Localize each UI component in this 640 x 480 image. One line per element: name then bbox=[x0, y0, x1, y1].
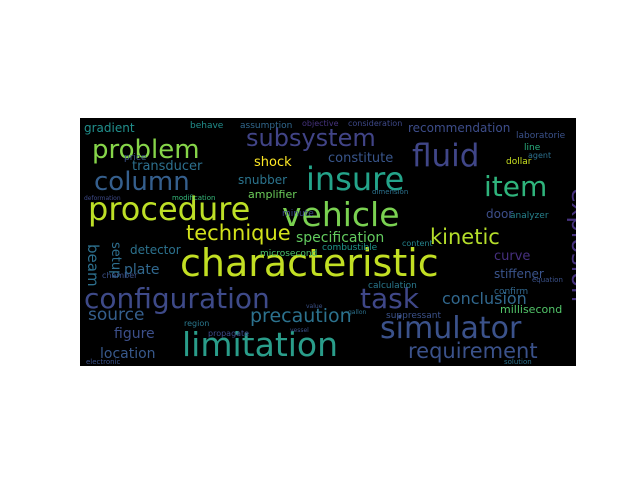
word-gallon: gallon bbox=[348, 309, 366, 316]
word-electronic: electronic bbox=[86, 358, 121, 366]
word-limitation: limitation bbox=[182, 325, 338, 364]
word-subsystem: subsystem bbox=[246, 124, 376, 152]
word-column: column bbox=[94, 167, 190, 197]
word-propagate: propagate bbox=[208, 329, 249, 338]
word-chamber: chamber bbox=[102, 271, 138, 280]
word-figure: figure bbox=[114, 326, 155, 342]
word-assumption: assumption bbox=[240, 121, 292, 131]
word-item: item bbox=[484, 170, 547, 203]
word-line: line bbox=[524, 143, 541, 153]
word-price: price bbox=[124, 153, 147, 163]
word-cloud-words: characteristicconfigurationlimitationpro… bbox=[84, 119, 576, 366]
word-constitute: constitute bbox=[328, 151, 393, 166]
word-snubber: snubber bbox=[238, 173, 287, 187]
word-curve: curve bbox=[494, 249, 530, 264]
word-laboratorie: laboratorie bbox=[516, 131, 566, 141]
word-configuration: configuration bbox=[84, 282, 270, 315]
word-equation: equation bbox=[532, 276, 563, 284]
word-dollar: dollar bbox=[506, 157, 532, 167]
word-detector: detector bbox=[130, 243, 181, 257]
word-precaution: precaution bbox=[250, 305, 352, 327]
word-specification: specification bbox=[296, 230, 384, 246]
word-technique: technique bbox=[186, 221, 291, 245]
word-modification: modification bbox=[172, 194, 215, 202]
word-requirement: requirement bbox=[408, 339, 538, 363]
word-conclusion: conclusion bbox=[442, 289, 527, 308]
word-vehicle: vehicle bbox=[282, 195, 400, 234]
word-gradient: gradient bbox=[84, 121, 135, 135]
word-door: door bbox=[486, 207, 513, 221]
word-cloud-background bbox=[80, 118, 576, 366]
word-millisecond: millisecond bbox=[500, 303, 562, 316]
word-setup: setup bbox=[108, 242, 123, 278]
word-location: location bbox=[100, 346, 156, 362]
word-value: value bbox=[306, 303, 323, 310]
word-fluid: fluid bbox=[412, 138, 479, 174]
word-dimension: dimension bbox=[372, 188, 408, 196]
word-confirm: confirm bbox=[494, 287, 528, 297]
word-stiffener: stiffener bbox=[494, 267, 544, 281]
word-objective: objective bbox=[302, 119, 339, 128]
word-minute: minute bbox=[282, 209, 314, 219]
word-solution: solution bbox=[504, 358, 532, 366]
word-amplifier: amplifier bbox=[248, 188, 297, 201]
word-suppressant: suppressant bbox=[386, 311, 441, 321]
word-simulator: simulator bbox=[380, 311, 522, 346]
word-transducer: transducer bbox=[132, 159, 203, 174]
word-calculation: calculation bbox=[368, 281, 417, 291]
word-characteristic: characteristic bbox=[180, 241, 439, 285]
word-deformation: deformation bbox=[84, 195, 121, 202]
word-content: content bbox=[402, 239, 433, 248]
word-recommendation: recommendation bbox=[408, 121, 510, 135]
word-kinetic: kinetic bbox=[430, 225, 500, 249]
word-region: region bbox=[184, 319, 209, 328]
word-source: source bbox=[88, 305, 144, 325]
word-analyzer: analyzer bbox=[510, 211, 549, 221]
word-beam: beam bbox=[84, 244, 102, 287]
word-shock: shock bbox=[254, 155, 292, 170]
word-microsecond: microsecond bbox=[260, 249, 317, 259]
word-consideration: consideration bbox=[348, 119, 402, 128]
word-vessel: vessel bbox=[290, 327, 309, 334]
word-insure: insure bbox=[306, 160, 404, 198]
word-behave: behave bbox=[190, 121, 224, 131]
word-procedure: procedure bbox=[88, 190, 250, 228]
word-problem: problem bbox=[92, 135, 200, 165]
word-task: task bbox=[360, 282, 420, 315]
word-explosion: explosion bbox=[566, 188, 576, 302]
word-cloud: characteristicconfigurationlimitationpro… bbox=[80, 118, 576, 366]
word-agent: agent bbox=[528, 151, 551, 160]
word-combustible: combustible bbox=[322, 243, 378, 253]
word-plate: plate bbox=[124, 262, 159, 278]
